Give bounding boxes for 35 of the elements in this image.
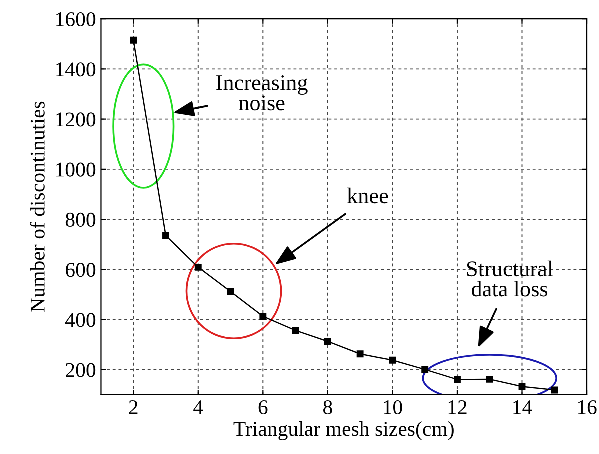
point (292, 327, 300, 334)
x-axis-title: Triangular mesh sizes(cm) (234, 422, 454, 440)
x-tick-label: 4 (194, 400, 204, 414)
x-tick-label: 12 (448, 400, 467, 414)
point (389, 356, 396, 364)
point (194, 264, 202, 271)
y-tick-label: 1400 (56, 62, 96, 77)
annotation: knee (347, 188, 388, 204)
y-axis-title: Number of discontinuties (30, 102, 45, 312)
x-tick-label: 14 (514, 400, 532, 414)
point (162, 232, 170, 240)
y-tick-label: 400 (66, 313, 96, 328)
annotation: Increasing noise (216, 75, 308, 111)
y-tick-label: 1000 (56, 162, 96, 177)
point (486, 376, 494, 383)
x-tick-label: 8 (324, 400, 332, 415)
x-tick-label: 16 (578, 400, 597, 415)
y-tick-label: 600 (66, 263, 96, 278)
x-tick-label: 2 (129, 400, 138, 414)
y-tick-label: 1600 (56, 12, 96, 26)
point (324, 338, 332, 346)
point (130, 36, 138, 44)
point (227, 288, 234, 296)
point (454, 376, 461, 384)
point (518, 383, 526, 390)
x-tick-label: 6 (258, 400, 268, 415)
y-tick-label: 200 (66, 363, 96, 378)
point (422, 366, 429, 374)
point (356, 350, 364, 358)
annotation: Structural data loss (467, 260, 554, 297)
x-tick-label: 10 (384, 400, 402, 415)
point (551, 386, 558, 394)
y-tick-label: 800 (66, 212, 96, 227)
point (260, 313, 267, 320)
y-tick-label: 1200 (56, 112, 96, 127)
